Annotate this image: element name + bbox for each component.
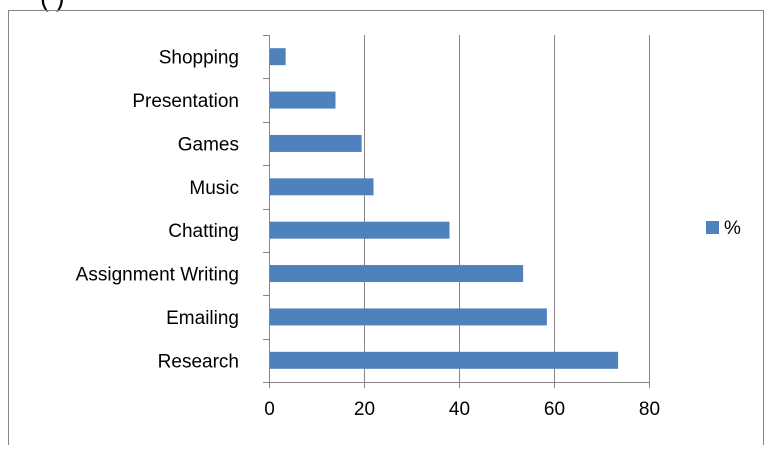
- category-label: Research: [158, 351, 239, 372]
- bar-shopping: [270, 48, 286, 66]
- bar-assignment-writing: [270, 265, 524, 283]
- bar-presentation: [270, 91, 336, 109]
- bar-chatting: [270, 221, 450, 239]
- category-label: Shopping: [159, 48, 239, 69]
- x-tick-label: 80: [639, 399, 660, 420]
- category-label: Music: [189, 178, 239, 199]
- bar-research: [270, 351, 619, 369]
- header-fragment: ( ): [40, 0, 65, 12]
- x-tick-label: 40: [449, 399, 470, 420]
- gridlines: [364, 35, 650, 382]
- x-tick-label: 60: [544, 399, 565, 420]
- bar-emailing: [270, 308, 547, 326]
- x-tick-label: 20: [354, 399, 375, 420]
- axis-labels: 0 20 40 60 80 Research Emailing Assignment Writ…: [76, 48, 660, 420]
- x-tick-label: 0: [264, 399, 275, 420]
- legend-swatch: [706, 221, 719, 234]
- category-label: Presentation: [132, 91, 239, 112]
- category-label: Games: [178, 134, 239, 155]
- category-label: Assignment Writing: [76, 265, 239, 286]
- legend-label: %: [724, 218, 741, 239]
- category-label: Emailing: [166, 308, 239, 329]
- bar-games: [270, 134, 362, 152]
- bars: [270, 48, 619, 369]
- category-label: Chatting: [168, 221, 239, 242]
- bar-music: [270, 178, 374, 196]
- axes: [263, 35, 650, 388]
- chart-border: [8, 10, 764, 450]
- legend: %: [706, 218, 741, 239]
